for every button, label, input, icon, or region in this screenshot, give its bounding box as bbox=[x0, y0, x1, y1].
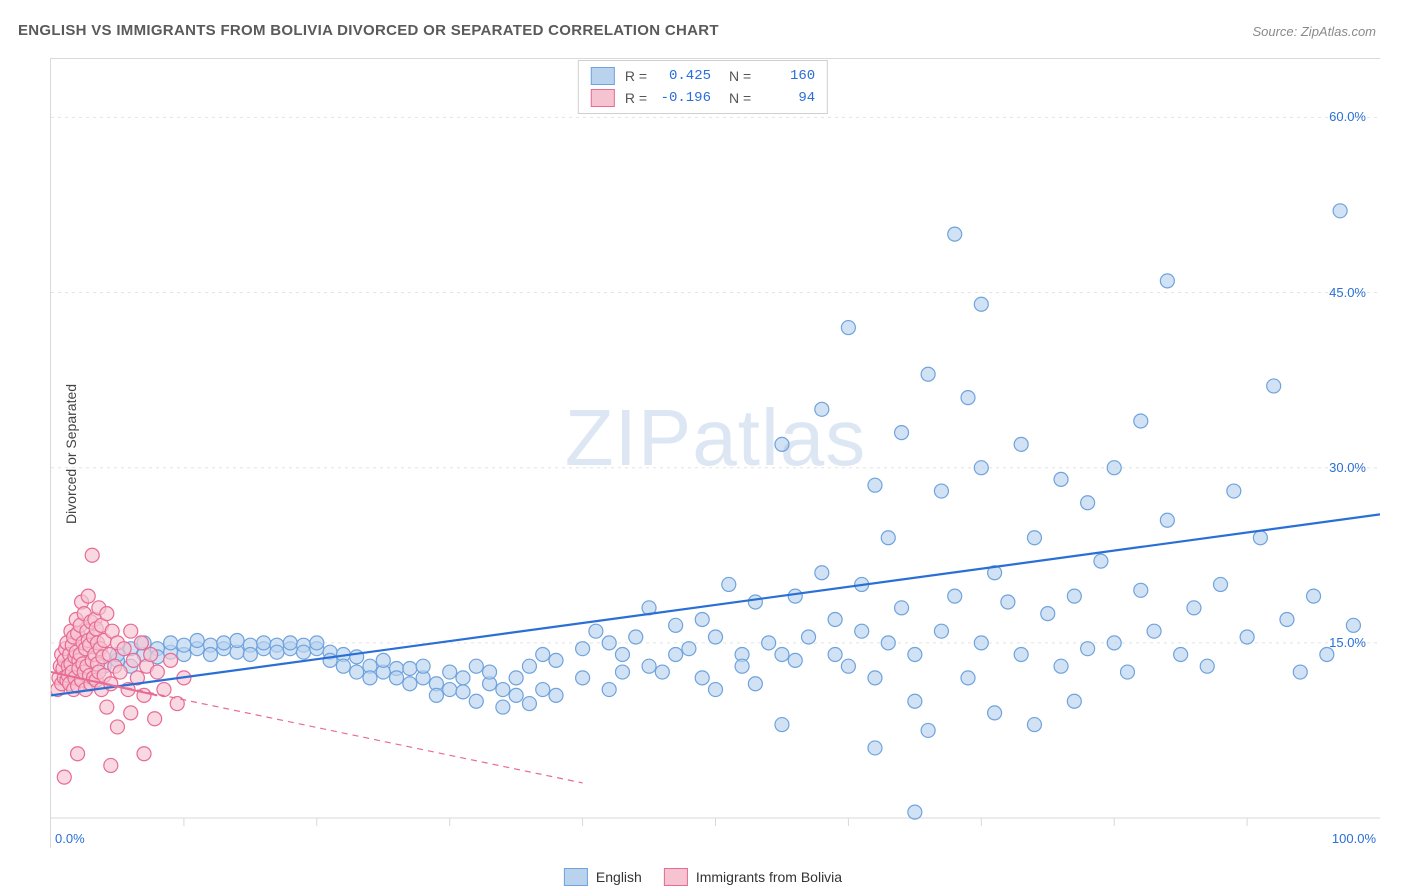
legend-swatch bbox=[564, 868, 588, 886]
y-tick-label: 45.0% bbox=[1329, 285, 1366, 300]
stat-label-n: N = bbox=[729, 65, 751, 87]
stat-label-n: N = bbox=[729, 87, 751, 109]
stats-row: R = 0.425 N = 160 bbox=[591, 65, 815, 87]
legend-item: English bbox=[564, 868, 642, 886]
legend-swatch bbox=[664, 868, 688, 886]
stat-value-r: 0.425 bbox=[657, 65, 711, 87]
correlation-stats-box: R = 0.425 N = 160 R = -0.196 N = 94 bbox=[578, 60, 828, 114]
x-tick-label: 100.0% bbox=[1332, 831, 1376, 846]
stat-label-r: R = bbox=[625, 87, 647, 109]
scatter-plot-area: Divorced or Separated ZIPatlas 15.0%30.0… bbox=[50, 58, 1380, 848]
y-tick-label: 15.0% bbox=[1329, 635, 1366, 650]
stat-value-n: 160 bbox=[761, 65, 815, 87]
x-tick-label: 0.0% bbox=[55, 831, 85, 846]
legend-label: Immigrants from Bolivia bbox=[696, 869, 842, 885]
plot-svg bbox=[51, 59, 1380, 848]
chart-title: ENGLISH VS IMMIGRANTS FROM BOLIVIA DIVOR… bbox=[18, 22, 719, 39]
stat-label-r: R = bbox=[625, 65, 647, 87]
y-tick-label: 60.0% bbox=[1329, 109, 1366, 124]
legend-swatch bbox=[591, 67, 615, 85]
y-tick-label: 30.0% bbox=[1329, 460, 1366, 475]
stats-row: R = -0.196 N = 94 bbox=[591, 87, 815, 109]
source-attribution: Source: ZipAtlas.com bbox=[1252, 24, 1376, 39]
legend-swatch bbox=[591, 89, 615, 107]
stat-value-r: -0.196 bbox=[657, 87, 711, 109]
legend-label: English bbox=[596, 869, 642, 885]
legend-item: Immigrants from Bolivia bbox=[664, 868, 842, 886]
stat-value-n: 94 bbox=[761, 87, 815, 109]
bottom-legend: English Immigrants from Bolivia bbox=[564, 868, 842, 886]
